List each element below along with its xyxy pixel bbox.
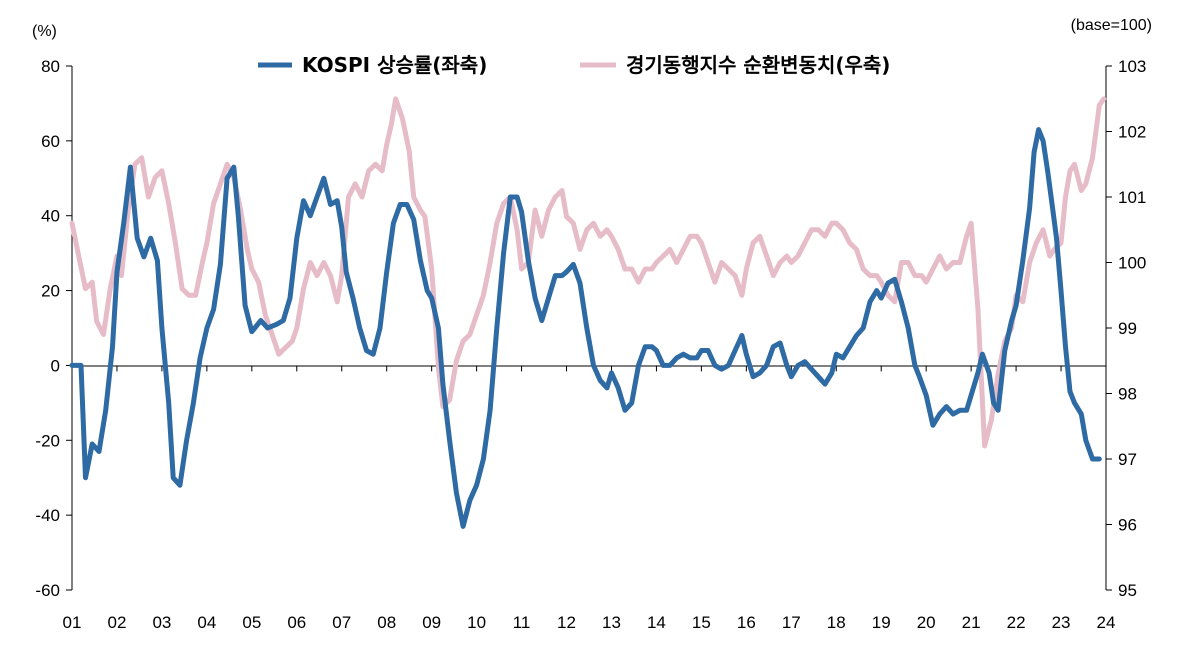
x-tick-label: 01 <box>63 613 82 632</box>
x-tick-label: 24 <box>1097 613 1116 632</box>
right-axis-unit: (base=100) <box>1071 17 1152 34</box>
x-tick-label: 04 <box>197 613 216 632</box>
left-y-tick-label: -20 <box>35 431 60 450</box>
x-tick-label: 19 <box>872 613 891 632</box>
x-tick-label: 03 <box>152 613 171 632</box>
legend-label-kospi: KOSPI 상승률(좌축) <box>302 53 487 77</box>
left-y-tick-label: 60 <box>41 132 60 151</box>
legend-label-coincident: 경기동행지수 순환변동치(우축) <box>626 53 890 77</box>
right-y-tick-label: 98 <box>1118 385 1137 404</box>
right-y-tick-label: 99 <box>1118 319 1137 338</box>
series-layer <box>69 96 1107 529</box>
right-y-tick-label: 103 <box>1118 57 1146 76</box>
right-y-tick-label: 95 <box>1118 581 1137 600</box>
x-tick-label: 13 <box>602 613 621 632</box>
x-tick-label: 20 <box>917 613 936 632</box>
left-y-tick-label: 40 <box>41 207 60 226</box>
ticks-layer: 806040200-20-40-601031021011009998979695… <box>35 57 1146 632</box>
right-y-tick-label: 100 <box>1118 254 1146 273</box>
x-tick-label: 16 <box>737 613 756 632</box>
left-y-tick-label: 0 <box>51 356 60 375</box>
x-tick-label: 08 <box>377 613 396 632</box>
right-y-tick-label: 102 <box>1118 123 1146 142</box>
x-tick-label: 10 <box>467 613 486 632</box>
x-tick-label: 09 <box>422 613 441 632</box>
x-tick-label: 21 <box>962 613 981 632</box>
right-y-tick-label: 97 <box>1118 450 1137 469</box>
series-line-kospi <box>69 127 1102 529</box>
x-tick-label: 02 <box>107 613 126 632</box>
legend: KOSPI 상승률(좌축) 경기동행지수 순환변동치(우축) <box>258 53 890 77</box>
left-y-tick-label: -40 <box>35 506 60 525</box>
x-tick-label: 06 <box>287 613 306 632</box>
left-axis-unit: (%) <box>32 23 57 40</box>
left-y-tick-label: 20 <box>41 282 60 301</box>
x-tick-label: 14 <box>647 613 666 632</box>
left-y-tick-label: 80 <box>41 57 60 76</box>
x-tick-label: 22 <box>1007 613 1026 632</box>
x-tick-label: 12 <box>557 613 576 632</box>
x-tick-label: 07 <box>332 613 351 632</box>
x-tick-label: 05 <box>242 613 261 632</box>
series-line-coincident-index <box>69 96 1107 449</box>
x-tick-label: 18 <box>827 613 846 632</box>
left-y-tick-label: -60 <box>35 581 60 600</box>
x-tick-label: 15 <box>692 613 711 632</box>
right-y-tick-label: 96 <box>1118 516 1137 535</box>
x-tick-label: 11 <box>513 613 531 632</box>
x-tick-label: 23 <box>1052 613 1071 632</box>
right-y-tick-label: 101 <box>1118 188 1146 207</box>
x-tick-label: 17 <box>782 613 801 632</box>
